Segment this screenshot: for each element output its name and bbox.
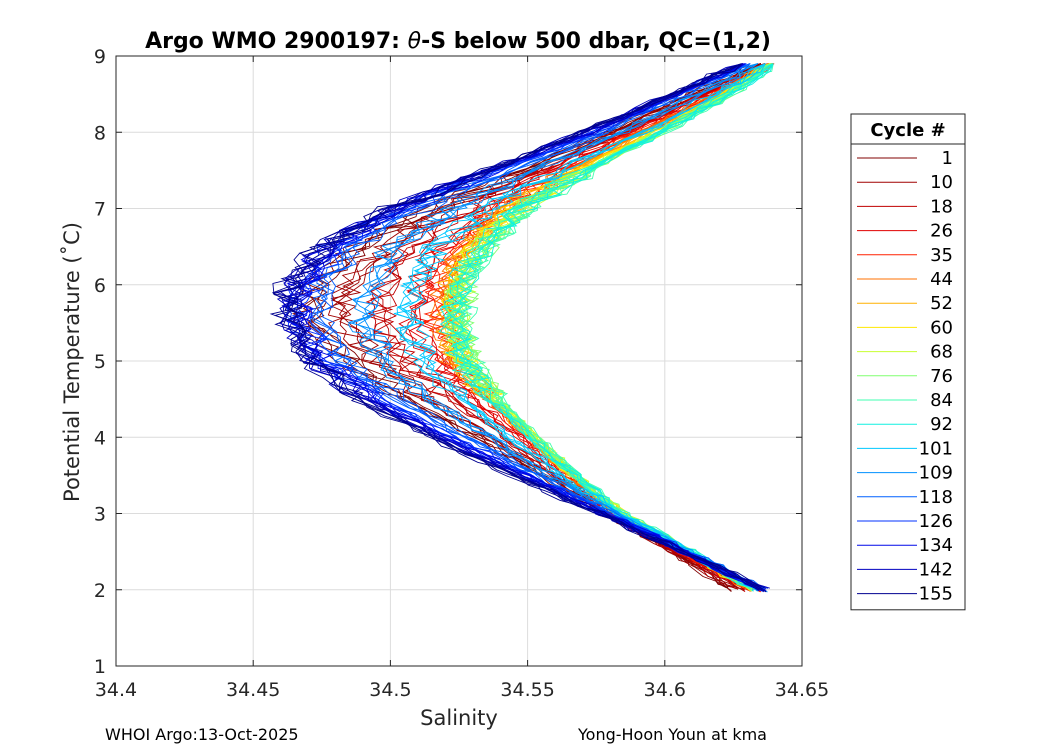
y-axis-label: Potential Temperature (˚C) <box>60 222 84 502</box>
y-tick-label: 2 <box>94 580 106 602</box>
legend-label-118: 118 <box>919 487 953 508</box>
profile-line-109 <box>347 63 760 589</box>
x-tick-label: 34.6 <box>644 679 686 701</box>
legend-label-18: 18 <box>930 196 953 217</box>
legend-label-155: 155 <box>919 584 953 605</box>
profile-lines <box>269 63 775 593</box>
x-tick-label: 34.5 <box>369 679 411 701</box>
profile-line-101 <box>399 63 766 592</box>
profile-line-18 <box>370 63 769 589</box>
legend-label-68: 68 <box>930 342 953 363</box>
legend-label-26: 26 <box>930 221 953 242</box>
legend-label-10: 10 <box>930 172 953 193</box>
y-tick-label: 6 <box>94 275 106 297</box>
y-tick-label: 8 <box>94 122 106 144</box>
profile-line-84 <box>445 63 774 592</box>
legend-label-52: 52 <box>930 293 953 314</box>
legend-label-101: 101 <box>919 438 953 459</box>
y-tick-label: 4 <box>94 427 106 449</box>
y-tick-label: 5 <box>94 351 106 373</box>
y-tick-label: 9 <box>94 46 106 68</box>
legend-label-126: 126 <box>919 511 953 532</box>
y-tick-label: 1 <box>94 656 106 678</box>
legend-label-1: 1 <box>942 148 953 169</box>
x-tick-label: 34.55 <box>500 679 554 701</box>
profile-line-155 <box>282 63 761 588</box>
legend-label-142: 142 <box>919 559 953 580</box>
x-tick-labels: 34.4 34.45 34.5 34.55 34.6 34.65 <box>95 679 829 701</box>
chart-title-prefix: Argo WMO 2900197: <box>145 29 408 54</box>
legend-label-44: 44 <box>930 269 953 290</box>
legend-title: Cycle # <box>870 120 945 141</box>
x-axis-label: Salinity <box>420 706 498 730</box>
legend-label-76: 76 <box>930 366 953 387</box>
legend-label-109: 109 <box>919 463 953 484</box>
legend-box <box>850 113 966 611</box>
y-tick-label: 7 <box>94 199 106 221</box>
legend-label-35: 35 <box>930 245 953 266</box>
legend-label-92: 92 <box>930 414 953 435</box>
legend-label-60: 60 <box>930 317 953 338</box>
x-tick-label: 34.65 <box>775 679 829 701</box>
y-tick-label: 3 <box>94 504 106 526</box>
legend-label-134: 134 <box>919 535 953 556</box>
x-tick-label: 34.4 <box>95 679 137 701</box>
footer-left: WHOI Argo:13-Oct-2025 <box>105 725 299 744</box>
chart-title-suffix: -S below 500 dbar, QC=(1,2) <box>421 29 771 54</box>
chart-title-theta: θ <box>408 29 422 54</box>
profile-line-84 <box>445 63 774 590</box>
legend: Cycle # 1 10 18 26 35 44 52 60 68 76 84 92 101 109 118 1… <box>850 113 966 611</box>
profile-line-142 <box>282 63 765 593</box>
axes <box>115 55 803 667</box>
footer-right: Yong-Hoon Youn at kma <box>578 725 767 744</box>
legend-label-84: 84 <box>930 390 953 411</box>
profile-line-92 <box>441 63 774 591</box>
profile-line-126 <box>286 63 760 589</box>
y-tick-labels: 1 2 3 4 5 6 7 8 9 <box>94 46 106 678</box>
x-tick-label: 34.45 <box>226 679 280 701</box>
chart-title: Argo WMO 2900197: θ-S below 500 dbar, QC… <box>145 29 771 54</box>
profile-line-155 <box>269 63 760 591</box>
